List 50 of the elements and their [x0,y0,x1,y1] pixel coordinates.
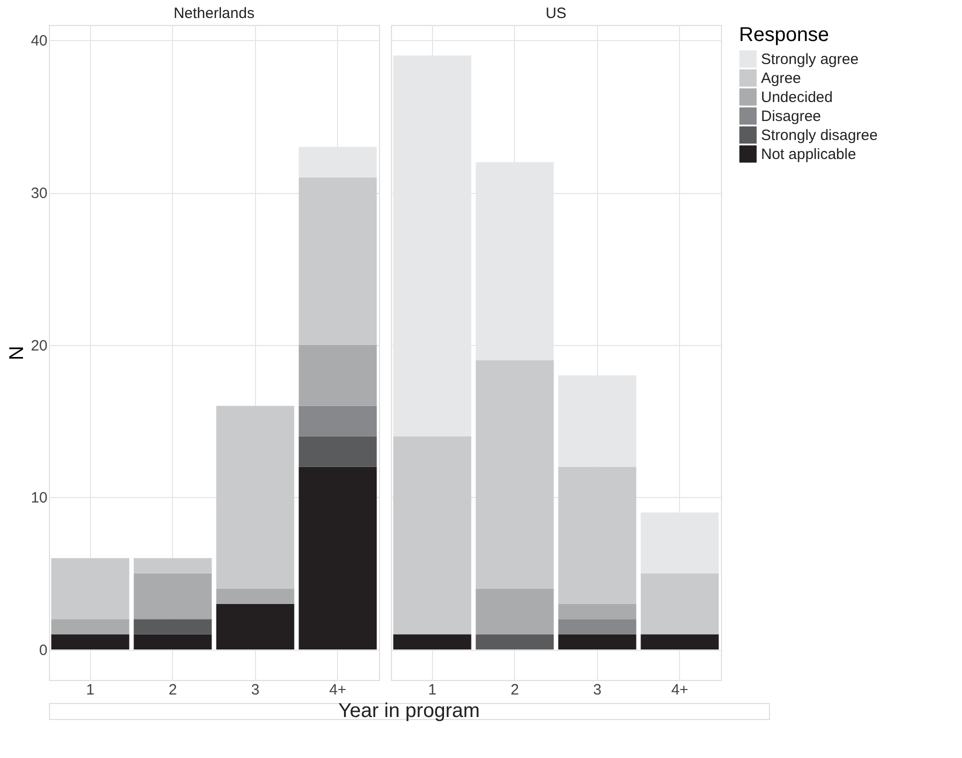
bar [51,619,130,634]
bar [558,604,636,620]
x-tick-label: 2 [168,682,177,698]
x-tick-label: 3 [593,682,602,698]
x-tick-label: 1 [86,682,94,698]
bar [134,619,212,634]
bar [640,573,719,634]
bar [558,619,636,634]
bar [298,406,377,436]
x-tick-label: 3 [251,682,260,698]
x-tick-label: 4+ [329,682,347,698]
bar [216,406,294,589]
legend-label: Strongly agree [761,51,859,68]
bar [216,604,294,650]
bar [134,573,212,620]
y-tick-label: 20 [30,337,48,354]
legend-label: Not applicable [761,146,856,163]
x-tick-label: 4+ [671,682,689,698]
y-axis-title: N [6,346,28,360]
bar [298,177,377,345]
x-tick-label: 1 [428,682,436,698]
bar [216,588,294,604]
legend-title: Response [739,24,830,46]
bar [476,634,554,650]
bar [476,588,554,634]
legend-label: Undecided [761,89,833,106]
legend-label: Agree [761,70,802,87]
chart-title: Netherlands [174,5,254,22]
chart-title: US [546,5,566,22]
bar [134,634,212,650]
legend-label: Strongly disagree [761,127,878,144]
bar [51,634,130,650]
bar [298,344,377,406]
bar [558,634,636,650]
bar [640,634,719,650]
x-tick-label: 2 [510,682,519,698]
y-tick-label: 0 [39,642,48,660]
y-tick-label: 40 [30,32,48,50]
bar [298,466,377,650]
bar [51,558,130,620]
y-tick-label: 30 [30,185,48,202]
bar [476,360,554,589]
bar [393,634,472,650]
bar [393,436,472,634]
bar [558,466,636,604]
bar [134,558,212,574]
bar [298,436,377,467]
legend-label: Disagree [761,108,822,125]
y-tick-label: 10 [30,490,48,507]
x-axis-title: Year in program [338,700,480,722]
